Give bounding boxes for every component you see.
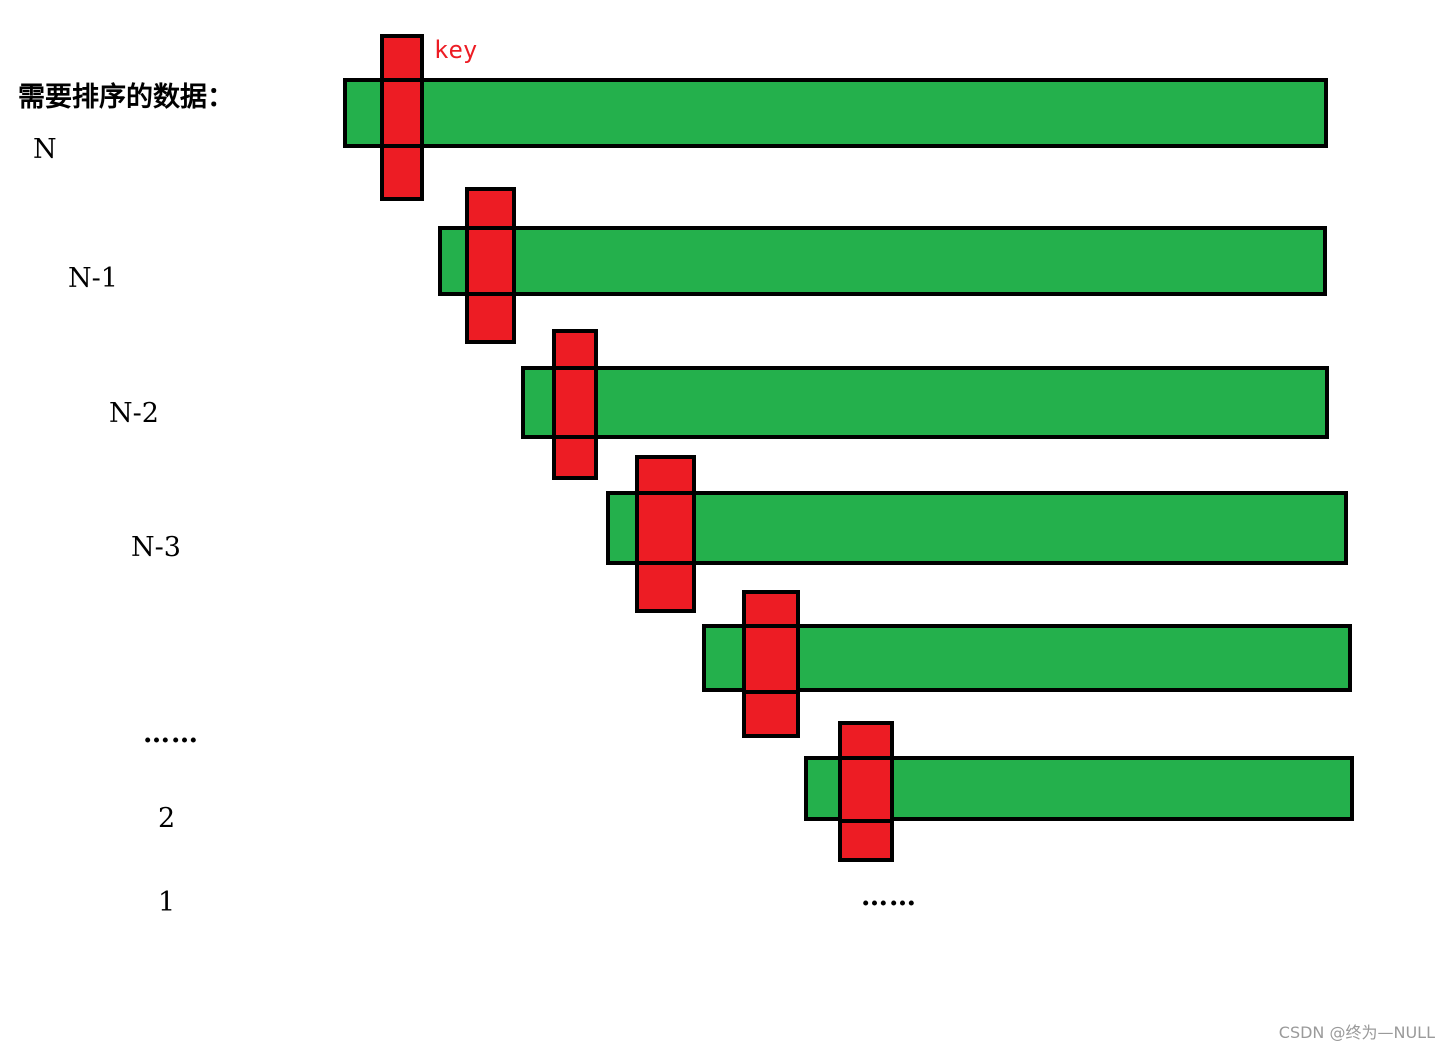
data-bar-row-3 [521,366,1329,439]
key-label: key [434,36,478,64]
key-marker-row-6 [838,721,894,862]
level-label-n-1: N-1 [68,263,118,294]
diagram-title: 需要排序的数据： [18,82,234,113]
level-label-n: N [33,134,57,165]
data-bar-row-5 [702,624,1352,692]
key-marker-row-1 [380,34,424,201]
level-label-ellipsis: …… [143,718,199,749]
level-label-2: 2 [158,803,176,834]
key-marker-row-3 [552,329,598,480]
data-bar-row-6 [804,756,1354,821]
data-bar-row-1 [343,78,1328,148]
level-label-n-2: N-2 [109,398,159,429]
key-marker-row-4 [635,455,696,613]
key-marker-row-2 [465,187,516,344]
key-marker-row-5 [742,590,800,738]
level-label-n-3: N-3 [131,532,181,563]
data-bar-row-2 [438,226,1327,296]
data-bar-row-4 [606,491,1348,565]
watermark: CSDN @终为—NULL [1278,1023,1435,1042]
trailing-ellipsis: …… [861,881,917,912]
level-label-1: 1 [158,887,176,918]
